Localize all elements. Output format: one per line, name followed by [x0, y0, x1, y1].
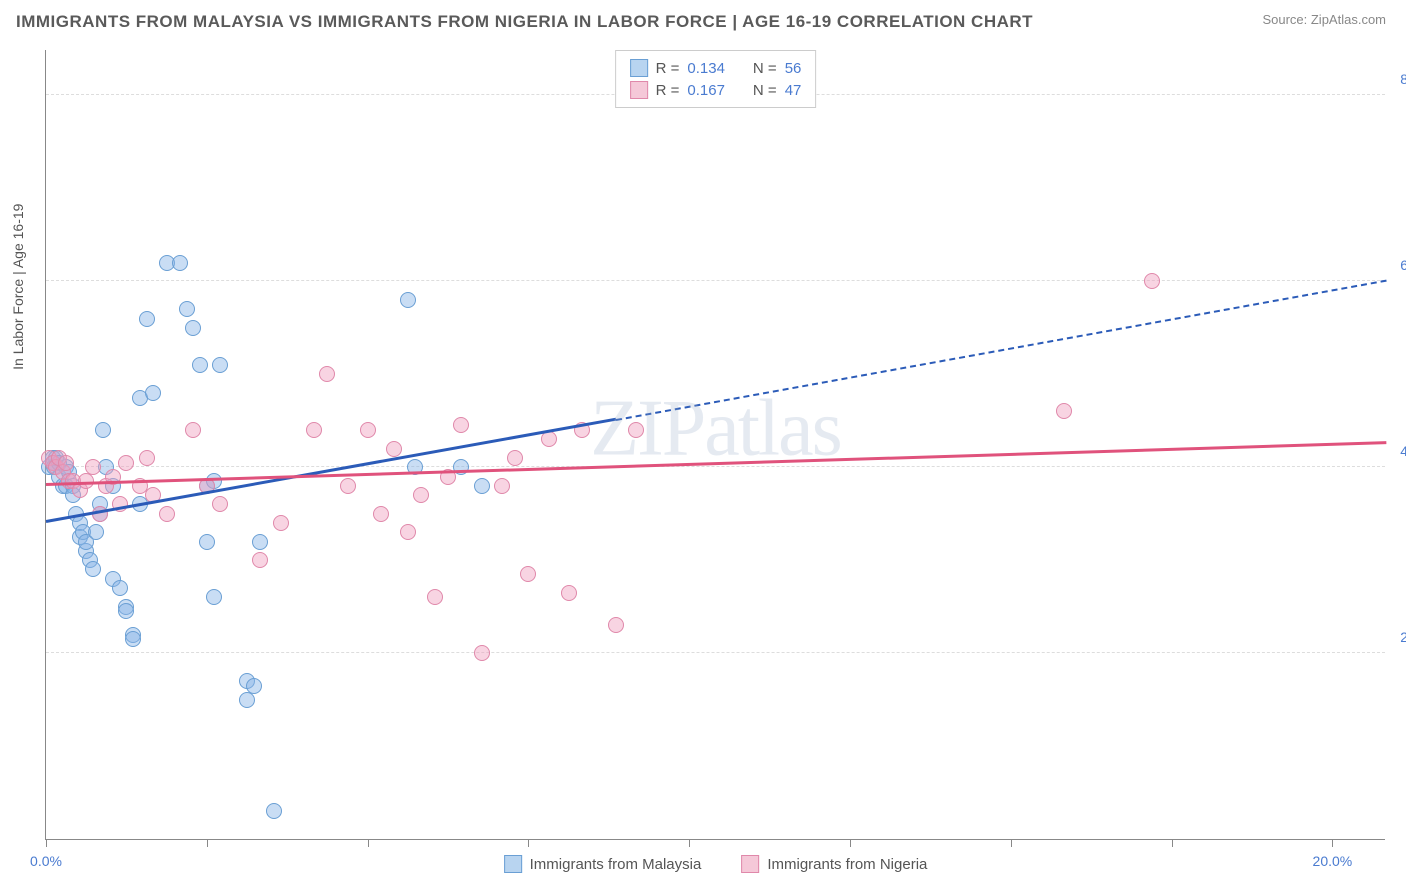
scatter-point — [608, 617, 624, 633]
scatter-point — [58, 455, 74, 471]
scatter-point — [252, 534, 268, 550]
legend-swatch — [741, 855, 759, 873]
scatter-point — [212, 496, 228, 512]
scatter-point — [212, 357, 228, 373]
legend-swatch — [630, 59, 648, 77]
legend-item: Immigrants from Nigeria — [741, 855, 927, 873]
x-tick — [689, 839, 690, 847]
legend-item: Immigrants from Malaysia — [504, 855, 702, 873]
scatter-point — [125, 631, 141, 647]
scatter-point — [206, 589, 222, 605]
x-tick-label: 20.0% — [1313, 853, 1353, 869]
x-tick — [207, 839, 208, 847]
y-tick-label: 80.0% — [1400, 71, 1406, 87]
legend-r-value: 0.167 — [687, 82, 725, 99]
legend-swatch — [504, 855, 522, 873]
gridline — [46, 652, 1385, 653]
scatter-point — [400, 292, 416, 308]
series-legend: Immigrants from Malaysia Immigrants from … — [504, 855, 928, 873]
scatter-point — [185, 422, 201, 438]
y-axis-label: In Labor Force | Age 16-19 — [10, 203, 26, 369]
scatter-point — [474, 478, 490, 494]
legend-row: R = 0.167 N = 47 — [630, 79, 802, 101]
chart-plot-area: In Labor Force | Age 16-19 ZIPatlas 20.0… — [45, 50, 1385, 840]
legend-n-value: 56 — [785, 60, 802, 77]
scatter-point — [273, 515, 289, 531]
scatter-point — [373, 506, 389, 522]
scatter-point — [360, 422, 376, 438]
scatter-point — [112, 580, 128, 596]
scatter-point — [266, 803, 282, 819]
legend-row: R = 0.134 N = 56 — [630, 57, 802, 79]
x-tick — [850, 839, 851, 847]
scatter-point — [239, 692, 255, 708]
legend-swatch — [630, 81, 648, 99]
scatter-point — [1144, 273, 1160, 289]
scatter-point — [1056, 403, 1072, 419]
scatter-point — [139, 450, 155, 466]
legend-series-name: Immigrants from Malaysia — [530, 856, 702, 873]
legend-r-label: R = — [656, 82, 680, 99]
scatter-point — [453, 417, 469, 433]
scatter-point — [561, 585, 577, 601]
x-tick — [528, 839, 529, 847]
scatter-point — [85, 459, 101, 475]
scatter-point — [179, 301, 195, 317]
scatter-point — [185, 320, 201, 336]
scatter-point — [386, 441, 402, 457]
x-tick — [368, 839, 369, 847]
scatter-point — [246, 678, 262, 694]
scatter-point — [88, 524, 104, 540]
scatter-point — [340, 478, 356, 494]
correlation-legend: R = 0.134 N = 56 R = 0.167 N = 47 — [615, 50, 817, 108]
scatter-point — [252, 552, 268, 568]
scatter-point — [139, 311, 155, 327]
x-tick — [46, 839, 47, 847]
scatter-point — [400, 524, 416, 540]
y-tick-label: 60.0% — [1400, 257, 1406, 273]
y-tick-label: 40.0% — [1400, 443, 1406, 459]
scatter-point — [507, 450, 523, 466]
source-label: Source: ZipAtlas.com — [1262, 12, 1386, 27]
x-tick-label: 0.0% — [30, 853, 62, 869]
legend-series-name: Immigrants from Nigeria — [767, 856, 927, 873]
scatter-point — [199, 534, 215, 550]
legend-n-label: N = — [753, 82, 777, 99]
scatter-point — [172, 255, 188, 271]
scatter-point — [427, 589, 443, 605]
y-tick-label: 20.0% — [1400, 629, 1406, 645]
scatter-point — [85, 561, 101, 577]
gridline — [46, 280, 1385, 281]
scatter-point — [118, 455, 134, 471]
legend-n-label: N = — [753, 60, 777, 77]
scatter-point — [413, 487, 429, 503]
scatter-point — [192, 357, 208, 373]
scatter-point — [628, 422, 644, 438]
scatter-point — [474, 645, 490, 661]
legend-n-value: 47 — [785, 82, 802, 99]
scatter-point — [306, 422, 322, 438]
trend-line-projection — [615, 279, 1386, 420]
scatter-point — [95, 422, 111, 438]
x-tick — [1011, 839, 1012, 847]
scatter-point — [319, 366, 335, 382]
x-tick — [1172, 839, 1173, 847]
scatter-point — [118, 603, 134, 619]
scatter-point — [145, 385, 161, 401]
chart-title: IMMIGRANTS FROM MALAYSIA VS IMMIGRANTS F… — [16, 12, 1033, 32]
x-tick — [1332, 839, 1333, 847]
scatter-point — [494, 478, 510, 494]
scatter-point — [159, 506, 175, 522]
trend-line — [46, 441, 1386, 486]
scatter-point — [520, 566, 536, 582]
legend-r-value: 0.134 — [687, 60, 725, 77]
gridline — [46, 466, 1385, 467]
legend-r-label: R = — [656, 60, 680, 77]
